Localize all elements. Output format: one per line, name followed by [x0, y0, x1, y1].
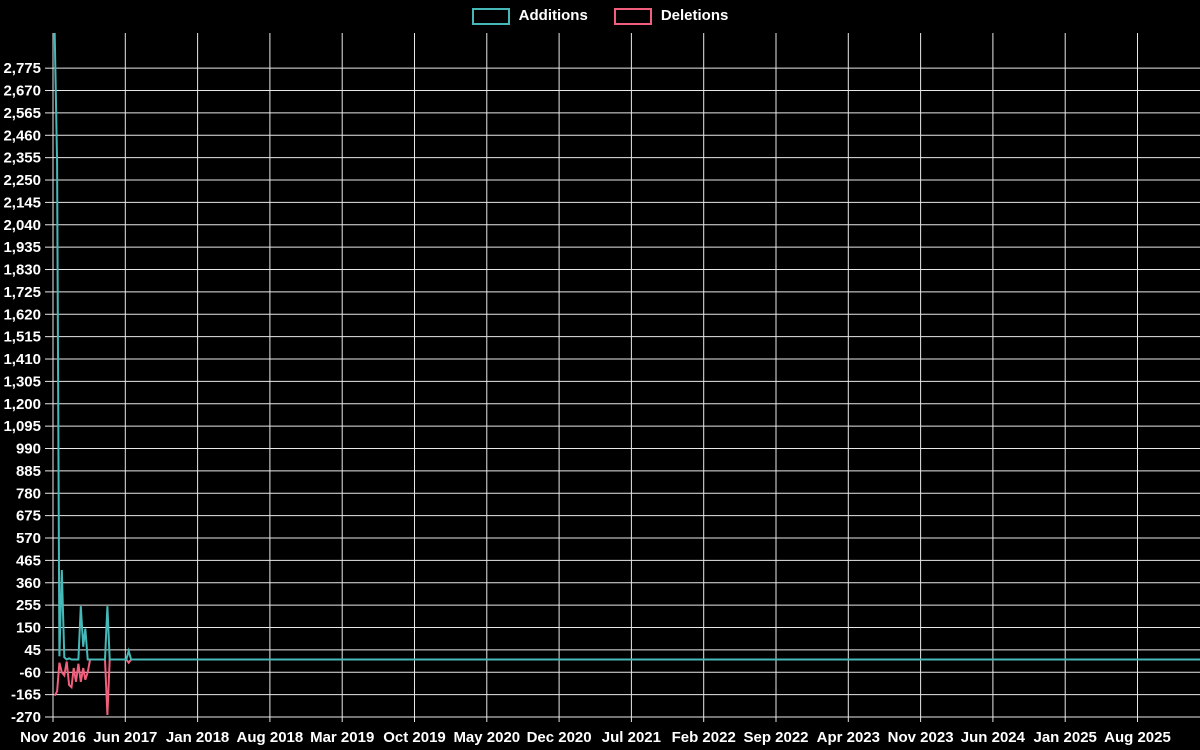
y-tick-label: 2,250 [3, 172, 41, 189]
y-tick-label: 360 [16, 575, 41, 592]
legend-item-deletions[interactable]: Deletions [613, 7, 729, 25]
x-tick-label: Nov 2023 [888, 729, 954, 746]
y-tick-label: 2,565 [3, 105, 41, 122]
y-tick-label: 2,775 [3, 60, 41, 77]
legend-label-deletions: Deletions [660, 7, 729, 24]
y-tick-label: 1,620 [3, 306, 41, 323]
y-tick-label: 1,935 [3, 239, 41, 256]
x-tick-label: Sep 2022 [743, 729, 808, 746]
legend-item-additions[interactable]: Additions [471, 7, 588, 25]
y-tick-label: 1,410 [3, 351, 41, 368]
deletions-swatch-icon [613, 7, 652, 25]
y-tick-label: -270 [11, 709, 41, 726]
y-tick-label: 465 [16, 552, 41, 569]
deletions-line [53, 658, 1200, 715]
y-tick-label: 1,305 [3, 373, 41, 390]
x-tick-label: Jan 2025 [1034, 729, 1097, 746]
y-tick-label: -165 [11, 687, 41, 704]
y-tick-label: 1,095 [3, 418, 41, 435]
chart-legend: Additions Deletions [0, 0, 1200, 25]
legend-label-additions: Additions [518, 7, 588, 24]
x-tick-label: Jan 2018 [166, 729, 229, 746]
y-tick-label: 780 [16, 485, 41, 502]
x-tick-label: Aug 2025 [1104, 729, 1171, 746]
y-tick-label: 1,200 [3, 396, 41, 413]
y-tick-label: 2,145 [3, 194, 41, 211]
y-tick-label: 570 [16, 530, 41, 547]
y-tick-label: 1,725 [3, 284, 41, 301]
y-tick-label: 1,515 [3, 329, 41, 346]
y-tick-label: 990 [16, 441, 41, 458]
y-tick-label: 45 [24, 642, 41, 659]
additions-line [53, 32, 1200, 661]
x-tick-label: Oct 2019 [383, 729, 446, 746]
y-tick-label: -60 [19, 664, 41, 681]
x-tick-label: Aug 2018 [237, 729, 304, 746]
x-tick-label: Jul 2021 [602, 729, 661, 746]
y-tick-label: 675 [16, 508, 41, 525]
x-tick-label: Nov 2016 [20, 729, 86, 746]
x-tick-label: Dec 2020 [527, 729, 592, 746]
x-tick-label: Feb 2022 [672, 729, 736, 746]
y-tick-label: 255 [16, 597, 41, 614]
x-tick-label: May 2020 [453, 729, 520, 746]
y-tick-label: 2,040 [3, 217, 41, 234]
additions-swatch-icon [471, 7, 510, 25]
x-tick-label: Apr 2023 [817, 729, 880, 746]
x-tick-label: Jun 2024 [961, 729, 1026, 746]
x-tick-label: Mar 2019 [310, 729, 374, 746]
y-tick-label: 885 [16, 463, 41, 480]
y-tick-label: 2,460 [3, 127, 41, 144]
y-tick-label: 2,670 [3, 83, 41, 100]
y-tick-label: 2,355 [3, 150, 41, 167]
x-tick-label: Jun 2017 [93, 729, 157, 746]
y-tick-label: 150 [16, 620, 41, 637]
y-tick-label: 1,830 [3, 262, 41, 279]
